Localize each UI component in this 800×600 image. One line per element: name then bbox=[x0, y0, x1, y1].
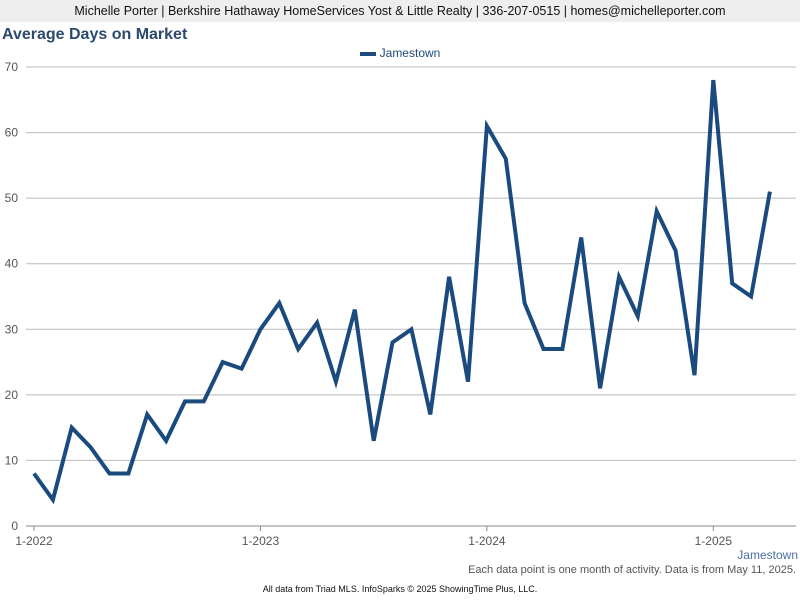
x-tick-label: 1-2024 bbox=[468, 534, 506, 548]
legend-label: Jamestown bbox=[379, 46, 441, 60]
y-tick-label: 70 bbox=[5, 60, 19, 74]
y-tick-label: 30 bbox=[5, 322, 19, 336]
series-line bbox=[32, 79, 772, 505]
x-tick-label: 1-2022 bbox=[15, 534, 53, 548]
legend-swatch bbox=[359, 51, 376, 56]
y-tick-label: 50 bbox=[5, 191, 19, 205]
header-bar: Michelle Porter | Berkshire Hathaway Hom… bbox=[0, 0, 800, 22]
x-tick-label: 1-2025 bbox=[695, 534, 733, 548]
y-tick-label: 10 bbox=[5, 453, 19, 467]
y-tick-label: 0 bbox=[11, 519, 18, 533]
corner-label: Jamestown bbox=[737, 548, 798, 562]
chart-title: Average Days on Market bbox=[2, 26, 188, 43]
y-tick-label: 20 bbox=[5, 388, 19, 402]
y-tick-label: 40 bbox=[5, 257, 19, 271]
header-text: Michelle Porter | Berkshire Hathaway Hom… bbox=[74, 4, 726, 18]
x-tick-label: 1-2023 bbox=[242, 534, 280, 548]
footer-note: Each data point is one month of activity… bbox=[468, 564, 796, 576]
footer-credit: All data from Triad MLS. InfoSparks © 20… bbox=[262, 584, 538, 594]
legend[interactable]: Jamestown bbox=[0, 45, 800, 61]
y-tick-label: 60 bbox=[5, 126, 19, 140]
